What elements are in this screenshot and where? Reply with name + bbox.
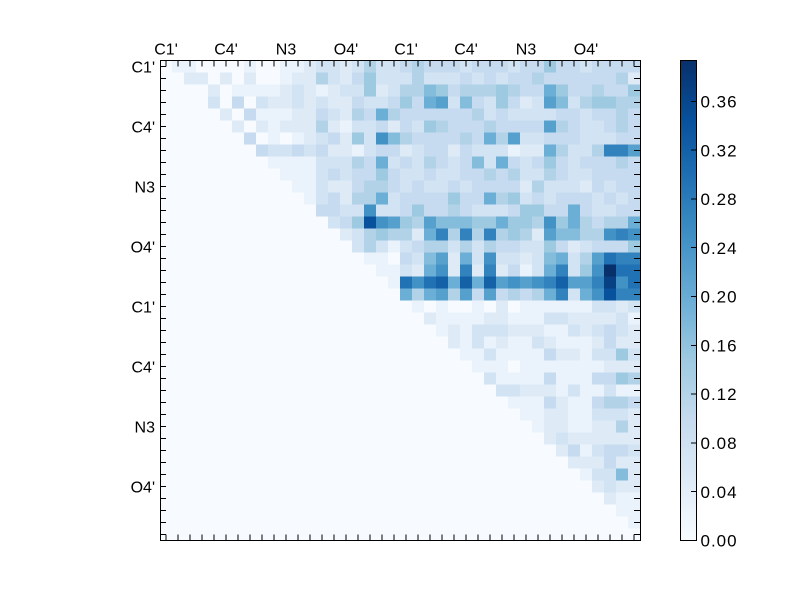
- svg-text:C1': C1': [154, 42, 178, 59]
- svg-text:0.08: 0.08: [701, 434, 738, 453]
- svg-text:C4': C4': [131, 119, 155, 136]
- svg-text:O4': O4': [334, 42, 358, 59]
- svg-text:N3: N3: [276, 42, 297, 59]
- svg-text:C4': C4': [131, 359, 155, 376]
- svg-text:0.24: 0.24: [701, 239, 738, 258]
- svg-text:0.12: 0.12: [701, 385, 738, 404]
- svg-text:C4': C4': [214, 42, 238, 59]
- svg-text:0.16: 0.16: [701, 336, 738, 355]
- svg-text:0.00: 0.00: [701, 532, 738, 551]
- svg-text:O4': O4': [131, 239, 155, 256]
- svg-text:N3: N3: [516, 42, 537, 59]
- svg-text:0.20: 0.20: [701, 288, 738, 307]
- svg-text:O4': O4': [131, 479, 155, 496]
- svg-text:0.04: 0.04: [701, 483, 738, 502]
- svg-text:0.32: 0.32: [701, 141, 738, 160]
- svg-text:0.28: 0.28: [701, 190, 738, 209]
- svg-text:C1': C1': [131, 59, 155, 76]
- svg-text:0.36: 0.36: [701, 92, 738, 111]
- svg-text:C1': C1': [394, 42, 418, 59]
- svg-text:C4': C4': [454, 42, 478, 59]
- svg-text:C1': C1': [131, 299, 155, 316]
- svg-text:N3: N3: [135, 179, 156, 196]
- svg-text:N3: N3: [135, 419, 156, 436]
- svg-text:O4': O4': [574, 42, 598, 59]
